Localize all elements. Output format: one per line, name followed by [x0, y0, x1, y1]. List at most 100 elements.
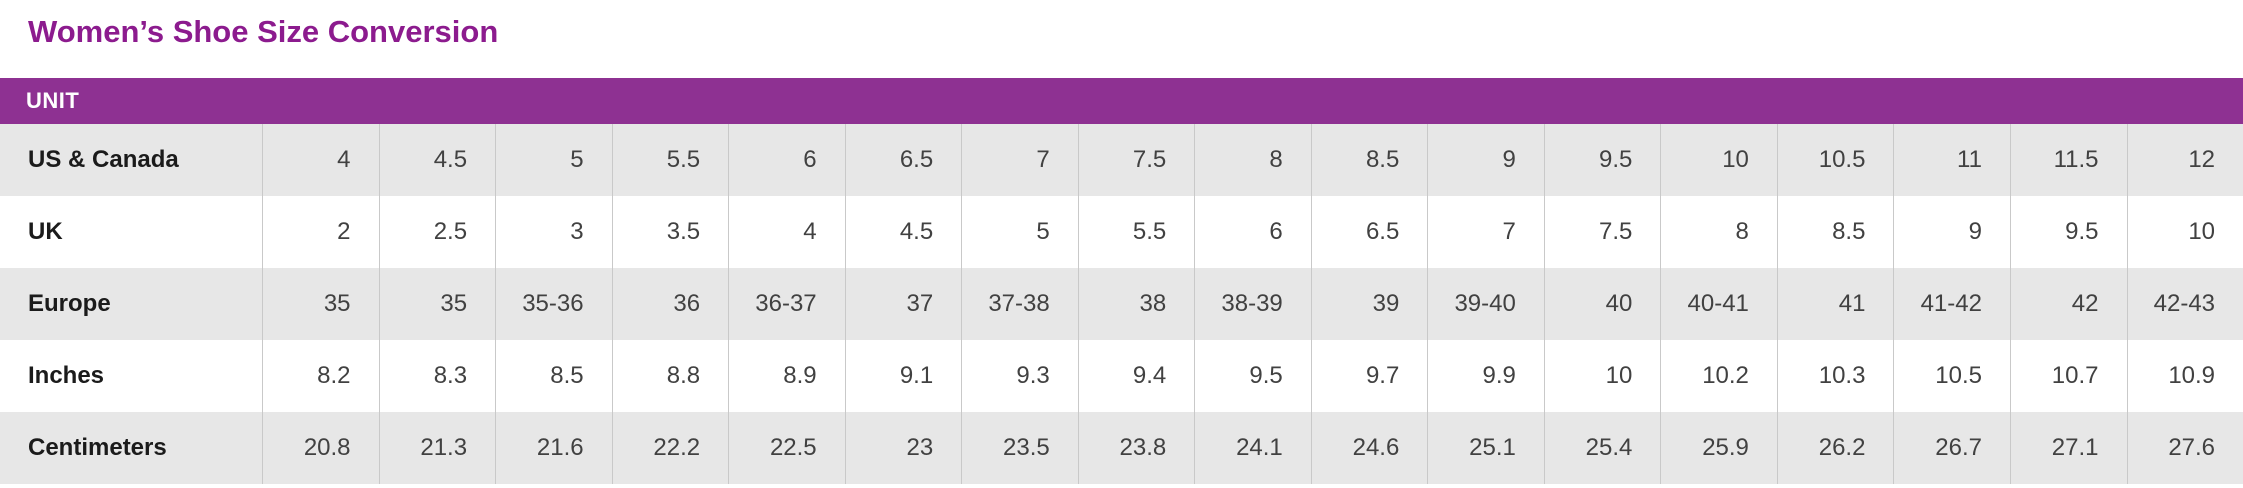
size-cell: 8 [1194, 124, 1311, 196]
size-cell: 5 [961, 196, 1078, 268]
size-cell: 2.5 [378, 196, 496, 268]
size-cell: 12 [2126, 124, 2243, 196]
table-row: Inches 8.2 8.3 8.5 8.8 8.9 9.1 9.3 9.4 9.5 9.7 9.9 1… [0, 340, 2243, 412]
size-cell: 4.5 [844, 196, 962, 268]
size-cell: 8.3 [378, 340, 496, 412]
table-row: US & Canada 4 4.5 5 5.5 6 6.5 7 7.5 8 8.5 9 9.5 10 10.… [0, 124, 2243, 196]
size-cell: 9.5 [1194, 340, 1311, 412]
size-cell: 9.4 [1077, 340, 1195, 412]
size-cell: 26.2 [1776, 412, 1894, 484]
size-cell: 10.2 [1660, 340, 1777, 412]
size-cell: 2 [262, 196, 379, 268]
size-cell: 7.5 [1543, 196, 1661, 268]
size-cell: 22.5 [728, 412, 845, 484]
size-cell: 41-42 [1893, 268, 2010, 340]
size-cell: 27.6 [2126, 412, 2243, 484]
size-cell: 35-36 [495, 268, 612, 340]
size-cell: 9.7 [1310, 340, 1428, 412]
size-cell: 10.5 [1776, 124, 1894, 196]
size-cell: 5.5 [1077, 196, 1195, 268]
size-cell: 10.3 [1776, 340, 1894, 412]
row-label: Centimeters [28, 434, 167, 461]
size-cell: 24.1 [1194, 412, 1311, 484]
size-cell: 8.5 [1310, 124, 1428, 196]
size-cell: 11 [1893, 124, 2010, 196]
size-cell: 7 [1427, 196, 1544, 268]
size-cell: 7.5 [1077, 124, 1195, 196]
size-cell: 27.1 [2009, 412, 2127, 484]
size-cell: 36 [611, 268, 729, 340]
size-cell: 39 [1310, 268, 1428, 340]
size-cell: 35 [262, 268, 379, 340]
table-row: Centimeters 20.8 21.3 21.6 22.2 22.5 23 23.5 23.… [0, 412, 2243, 484]
size-cell: 8.5 [495, 340, 612, 412]
size-cell: 5 [495, 124, 612, 196]
size-cell: 37 [844, 268, 962, 340]
size-cell: 9.3 [961, 340, 1078, 412]
size-cell: 9.5 [1543, 124, 1661, 196]
size-cell: 10.9 [2126, 340, 2243, 412]
size-cell: 8 [1660, 196, 1777, 268]
size-cell: 9 [1427, 124, 1544, 196]
size-cell: 9 [1893, 196, 2010, 268]
row-label: UK [28, 218, 63, 245]
size-cell: 8.5 [1776, 196, 1894, 268]
size-cell: 21.3 [378, 412, 496, 484]
table-unit-header: UNIT [0, 78, 2243, 124]
size-cell: 9.5 [2009, 196, 2127, 268]
size-cell: 4 [728, 196, 845, 268]
size-cell: 24.6 [1310, 412, 1428, 484]
size-cell: 42-43 [2126, 268, 2243, 340]
size-cell: 9.9 [1427, 340, 1544, 412]
size-cell: 25.4 [1543, 412, 1661, 484]
size-cell: 38-39 [1194, 268, 1311, 340]
size-cell: 4 [262, 124, 379, 196]
size-cell: 6 [1194, 196, 1311, 268]
size-cell: 25.9 [1660, 412, 1777, 484]
size-cell: 8.2 [262, 340, 379, 412]
size-cell: 36-37 [728, 268, 845, 340]
size-cell: 8.8 [611, 340, 729, 412]
size-cell: 10 [1660, 124, 1777, 196]
size-cell: 41 [1776, 268, 1894, 340]
size-cell: 6 [728, 124, 845, 196]
size-cell: 42 [2009, 268, 2127, 340]
size-cell: 37-38 [961, 268, 1078, 340]
size-cell: 25.1 [1427, 412, 1544, 484]
row-label: US & Canada [28, 146, 179, 173]
size-cell: 38 [1077, 268, 1195, 340]
size-cell: 26.7 [1893, 412, 2010, 484]
size-cell: 10 [2126, 196, 2243, 268]
size-cell: 11.5 [2009, 124, 2127, 196]
size-cell: 20.8 [262, 412, 379, 484]
row-label: Inches [28, 362, 105, 389]
size-cell: 3 [495, 196, 612, 268]
size-cell: 10.7 [2009, 340, 2127, 412]
page-title: Women’s Shoe Size Conversion [28, 14, 499, 49]
size-cell: 40-41 [1660, 268, 1777, 340]
conversion-table: US & Canada 4 4.5 5 5.5 6 6.5 7 7.5 8 8.5 9 9.5 10 10.… [0, 124, 2243, 484]
size-cell: 23.5 [961, 412, 1078, 484]
size-cell: 23.8 [1077, 412, 1195, 484]
size-cell: 10 [1543, 340, 1661, 412]
table-row: UK 2 2.5 3 3.5 4 4.5 5 5.5 6 6.5 7 7.5 8 8.5 9 9.5 10 [0, 196, 2243, 268]
size-cell: 35 [378, 268, 496, 340]
size-cell: 3.5 [611, 196, 729, 268]
size-cell: 22.2 [611, 412, 729, 484]
unit-header-label: UNIT [26, 88, 80, 113]
size-cell: 8.9 [728, 340, 845, 412]
size-cell: 39-40 [1427, 268, 1544, 340]
size-cell: 21.6 [495, 412, 612, 484]
size-cell: 5.5 [611, 124, 729, 196]
table-row: Europe 35 35 35-36 36 36-37 37 37-38 38 38-39 39 39… [0, 268, 2243, 340]
row-label: Europe [28, 290, 111, 317]
size-cell: 7 [961, 124, 1078, 196]
size-cell: 6.5 [1310, 196, 1428, 268]
size-cell: 40 [1543, 268, 1661, 340]
size-cell: 10.5 [1893, 340, 2010, 412]
size-cell: 6.5 [844, 124, 962, 196]
size-cell: 4.5 [378, 124, 496, 196]
size-cell: 23 [844, 412, 962, 484]
size-cell: 9.1 [844, 340, 962, 412]
